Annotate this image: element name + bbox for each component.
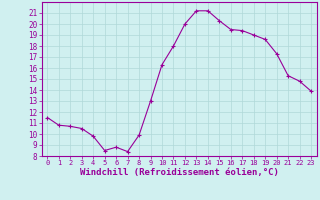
X-axis label: Windchill (Refroidissement éolien,°C): Windchill (Refroidissement éolien,°C) xyxy=(80,168,279,177)
